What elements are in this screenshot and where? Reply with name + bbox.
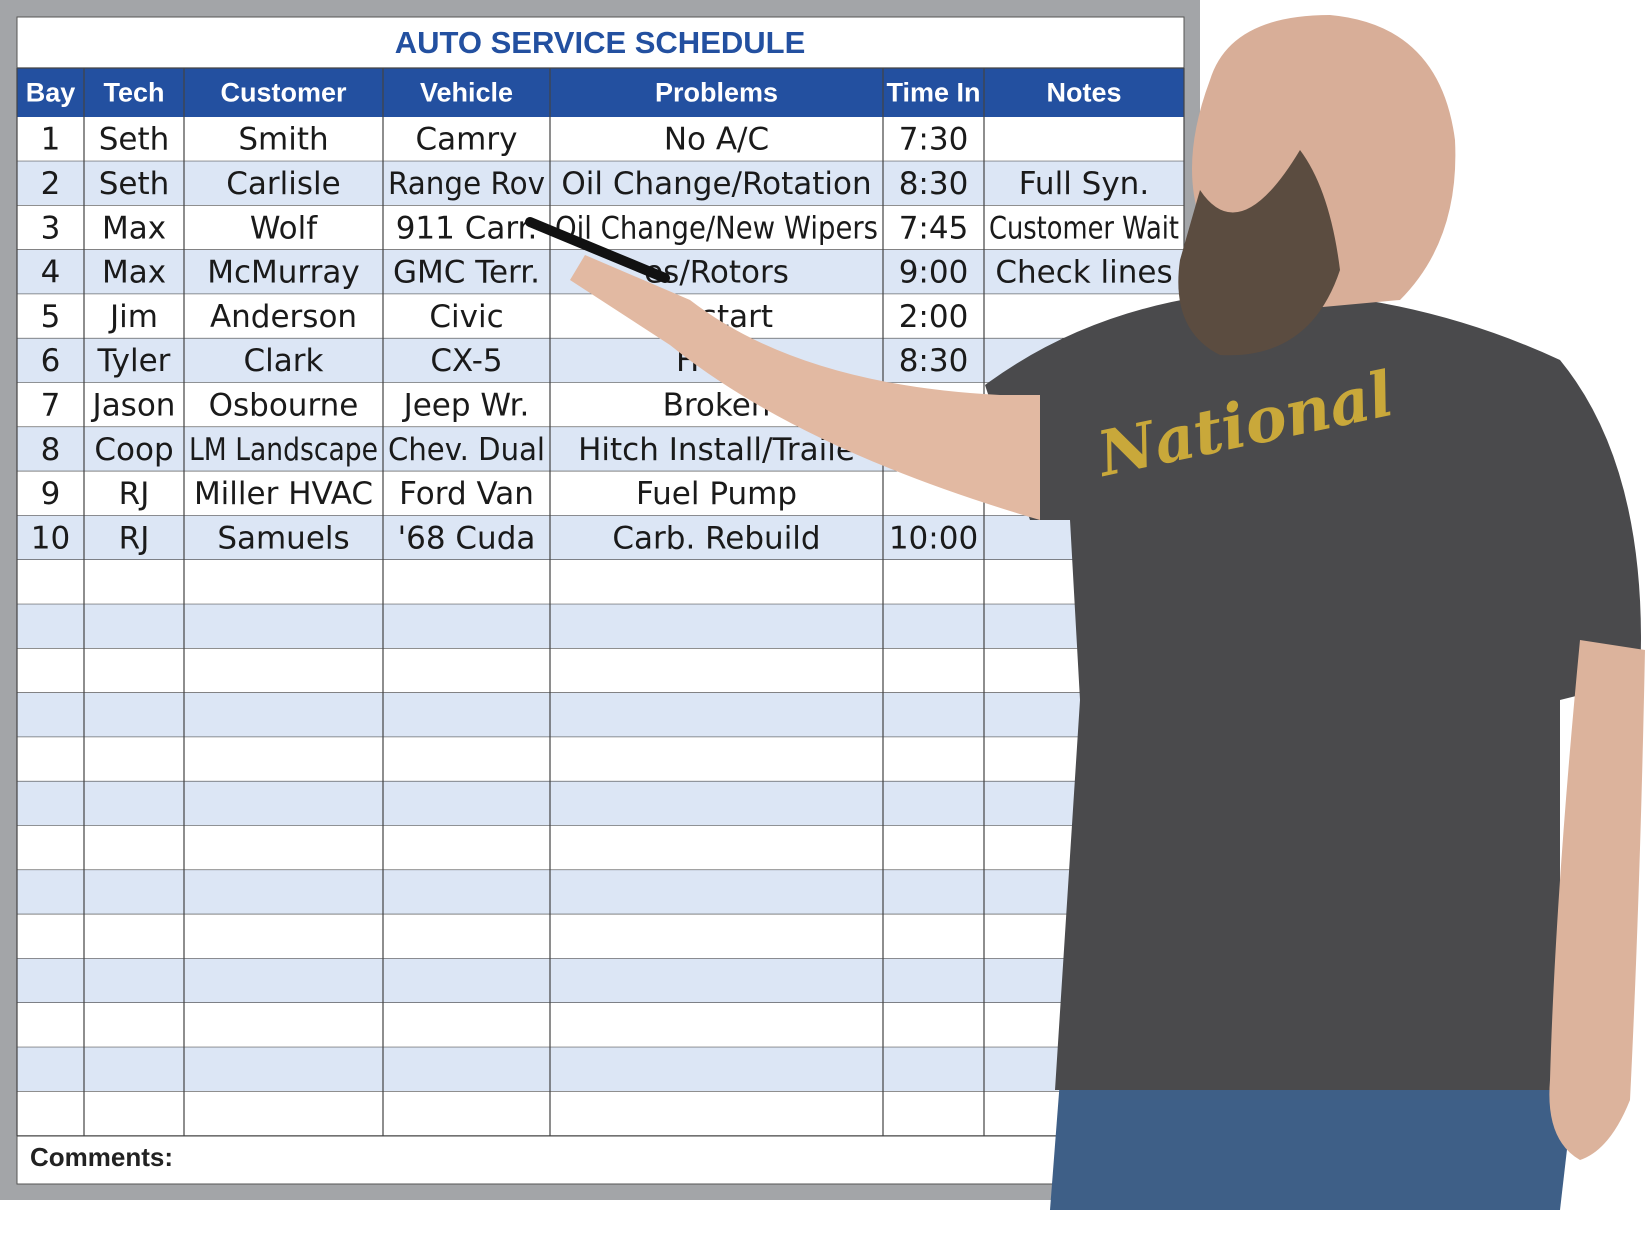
cell-text: GMC Terr.: [393, 255, 540, 291]
cell-text: Wolf: [250, 210, 318, 246]
cell-text: '68 Cuda: [398, 520, 536, 556]
cell-text: Tyler: [97, 343, 171, 379]
cell-text: 9:00: [899, 255, 969, 291]
cell-text: McMurray: [207, 255, 359, 291]
row-band: [17, 781, 1184, 826]
beard: [1178, 150, 1340, 356]
column-header: Problems: [655, 78, 778, 108]
board-title: AUTO SERVICE SCHEDULE: [395, 25, 806, 60]
cell-text: 2: [41, 166, 61, 202]
cell-text: Seth: [99, 166, 170, 202]
row-band: [17, 161, 1184, 206]
row-band: [17, 958, 1184, 1003]
cell-text: 4: [41, 255, 61, 291]
cell-text: Customer Wait: [989, 210, 1179, 246]
cell-text: Jeep Wr.: [402, 387, 530, 423]
row-band: [17, 604, 1184, 649]
row-band: [17, 560, 1184, 605]
row-band: [17, 692, 1184, 738]
cell-text: Hitch Install/Traile: [578, 432, 855, 468]
cell-text: es/Rotors: [644, 255, 789, 291]
cell-text: 10: [31, 520, 70, 556]
cell-text: RJ: [119, 476, 150, 512]
cell-text: 6: [41, 343, 61, 379]
cell-text: 7:30: [899, 122, 969, 158]
cell-text: 5: [41, 299, 61, 335]
cell-text: 1: [41, 122, 61, 158]
cell-text: 2:00: [899, 299, 969, 335]
column-header: Time In: [886, 78, 980, 108]
header-band: [17, 68, 1184, 117]
row-band: [17, 1003, 1184, 1048]
cell-text: Full Syn.: [1019, 166, 1149, 202]
cell-text: 9: [41, 476, 61, 512]
cell-text: Chev. Dual: [388, 432, 545, 468]
schedule-grid: Bay Tech Customer Vehicle Problems Time In Not…: [16, 67, 1185, 1172]
cell-text: LM Landscape: [189, 432, 378, 468]
row-band: [17, 294, 1184, 339]
cell-text: Carlisle: [226, 166, 340, 202]
cell-text: No A/C: [664, 122, 769, 158]
cell-text: 7:45: [899, 210, 969, 246]
row-band: [17, 737, 1184, 782]
cell-text: Samuels: [217, 520, 349, 556]
cell-text: Anderson: [210, 299, 357, 335]
row-band: [17, 205, 1184, 250]
cell-text: Camry: [416, 122, 518, 158]
cell-text: Coop: [94, 432, 173, 468]
cell-text: 911 Carr.: [396, 210, 538, 246]
cell-text: Check lines: [995, 255, 1172, 291]
cell-text: 8:30: [899, 343, 969, 379]
row-band: [17, 914, 1184, 959]
cell-text: Carb. Rebuild: [612, 520, 820, 556]
cell-text: Fuel Pump: [636, 476, 797, 512]
cell-text: Smith: [238, 122, 328, 158]
cell-text: 8:30: [899, 166, 969, 202]
jeans: [1050, 1080, 1575, 1210]
cell-text: Osbourne: [209, 387, 359, 423]
column-header: Customer: [220, 78, 347, 108]
cell-text: Oil Change/Rotation: [561, 166, 871, 202]
cell-text: Max: [102, 255, 166, 291]
cell-text: CX-5: [430, 343, 502, 379]
column-header: Vehicle: [420, 78, 513, 108]
column-header: Notes: [1046, 78, 1121, 108]
row-band: [17, 870, 1184, 915]
shirt: [985, 290, 1641, 1090]
cell-text: Ford Van: [399, 476, 534, 512]
cell-text: Clark: [244, 343, 324, 379]
cell-text: Jim: [108, 299, 158, 335]
cell-text: 7: [41, 387, 61, 423]
other-arm: [1549, 640, 1645, 1160]
column-header: Bay: [26, 78, 76, 108]
cell-text: Jason: [91, 387, 176, 423]
row-band: [17, 338, 1184, 383]
cell-text: Range Rov: [388, 166, 545, 202]
person: National: [525, 15, 1645, 1210]
column-header: Tech: [103, 78, 164, 108]
cell-text: 10:00: [889, 520, 978, 556]
cell-text: RJ: [119, 520, 150, 556]
row-band: [17, 825, 1184, 871]
cell-text: 3: [41, 210, 61, 246]
marker: [525, 217, 670, 283]
row-band: [17, 515, 1184, 560]
cell-text: Miller HVAC: [194, 476, 373, 512]
row-band: [17, 117, 1184, 162]
comments-label: Comments:: [30, 1142, 173, 1172]
cell-text: Max: [102, 210, 166, 246]
cell-text: Oil Change/New Wipers: [555, 210, 878, 246]
row-band: [17, 1091, 1184, 1136]
row-band: [17, 1047, 1184, 1092]
cell-text: Seth: [99, 122, 170, 158]
row-band: [17, 648, 1184, 693]
cell-text: 8: [41, 432, 61, 468]
cell-text: Civic: [429, 299, 503, 335]
arm: [570, 255, 1040, 520]
